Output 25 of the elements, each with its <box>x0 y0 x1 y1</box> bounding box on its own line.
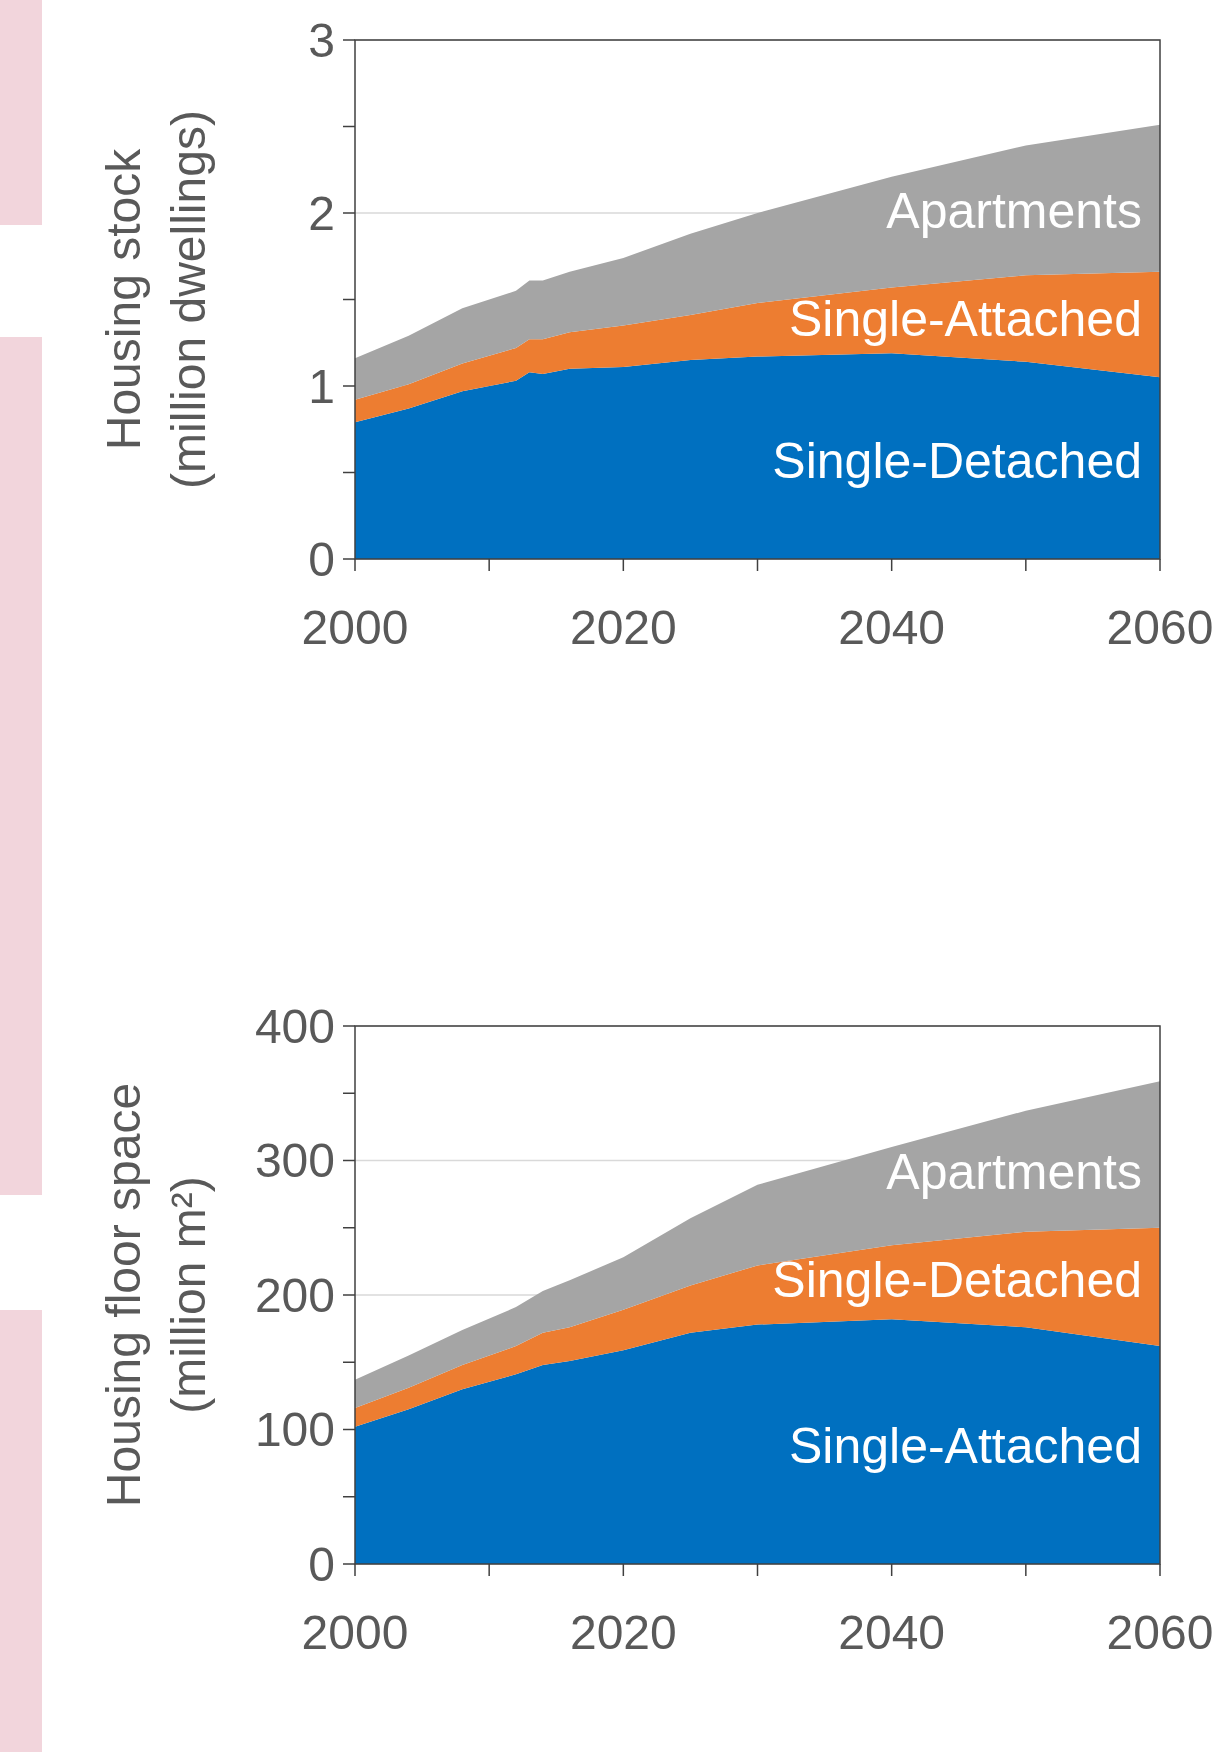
x-tick-label: 2020 <box>569 601 677 654</box>
series-label: Apartments <box>886 182 1142 239</box>
x-tick-label: 2060 <box>1106 1606 1214 1659</box>
y-tick-label: 300 <box>254 1134 335 1188</box>
x-tick-label: 2000 <box>301 1606 409 1659</box>
y-tick-label: 200 <box>254 1268 335 1322</box>
series-label: Apartments <box>886 1143 1142 1200</box>
series-label: Single-Detached <box>772 432 1142 489</box>
y-tick-label: 0 <box>308 1537 335 1591</box>
x-tick-label: 2020 <box>569 1606 677 1659</box>
x-tick-label: 2040 <box>838 601 946 654</box>
x-tick-label: 2060 <box>1106 601 1214 654</box>
y-axis-title: Housing floor space (million m²) <box>97 1082 215 1508</box>
y-tick-label: 1 <box>308 359 335 413</box>
series-label: Single-Attached <box>788 291 1142 348</box>
series-label: Single-Detached <box>772 1252 1142 1309</box>
y-tick-label: 0 <box>308 532 335 586</box>
series-label: Single-Attached <box>788 1418 1142 1475</box>
x-tick-label: 2000 <box>301 601 409 654</box>
y-axis-title: Housing stock (million dwellings) <box>97 110 215 489</box>
y-tick-label: 400 <box>254 999 335 1053</box>
y-tick-label: 100 <box>254 1403 335 1457</box>
x-tick-label: 2040 <box>838 1606 946 1659</box>
y-tick-label: 3 <box>308 13 335 67</box>
y-tick-label: 2 <box>308 186 335 240</box>
